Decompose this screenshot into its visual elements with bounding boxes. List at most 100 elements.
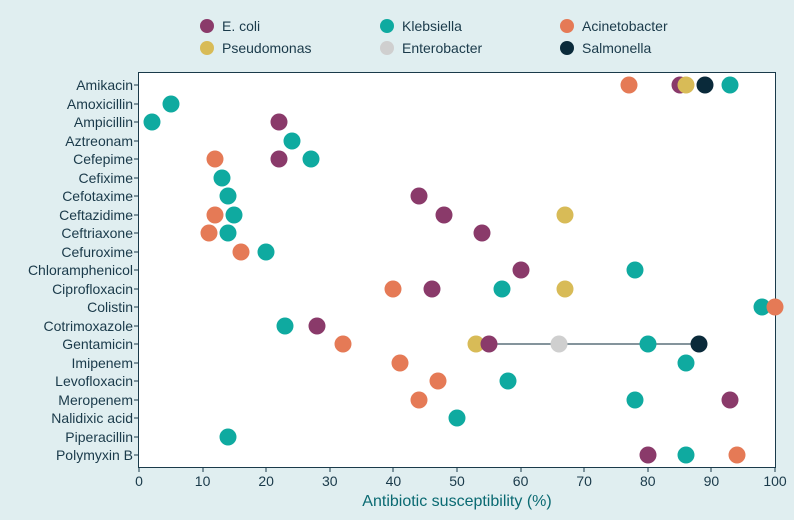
x-axis-tick: 0 [135,473,143,489]
data-point [722,391,739,408]
y-axis-label: Amoxicillin [67,96,133,112]
y-axis-label: Piperacillin [65,429,133,445]
y-axis-label: Polymyxin B [56,447,133,463]
data-point [436,206,453,223]
data-point [474,225,491,242]
y-axis-label: Cotrimoxazole [44,318,133,334]
legend-dot-icon [200,19,214,33]
y-axis-label: Ciprofloxacin [52,281,133,297]
legend-label: Pseudomonas [222,40,312,56]
data-point [302,151,319,168]
data-point [270,151,287,168]
legend-item: Salmonella [560,40,700,56]
data-point [391,354,408,371]
y-axis-label: Colistin [87,299,133,315]
legend-item: Klebsiella [380,18,520,34]
chart-container: E. coli Klebsiella Acinetobacter Pseudomona… [0,0,794,520]
y-axis-label: Aztreonam [65,133,133,149]
legend: E. coli Klebsiella Acinetobacter Pseudomona… [200,18,700,62]
y-axis-label: Cefepime [73,151,133,167]
legend-dot-icon [560,41,574,55]
legend-label: Acinetobacter [582,18,668,34]
data-point [627,262,644,279]
data-point [429,373,446,390]
data-point [232,243,249,260]
data-point [728,447,745,464]
legend-item: E. coli [200,18,340,34]
data-point [620,77,637,94]
data-point [258,243,275,260]
data-point [270,114,287,131]
y-axis-label: Ampicillin [74,114,133,130]
y-axis-label: Chloramphenicol [28,262,133,278]
data-point [423,280,440,297]
x-axis-tick: 50 [449,473,465,489]
legend-dot-icon [560,19,574,33]
data-point [277,317,294,334]
plot-area: Antibiotic susceptibility (%) AmikacinAm… [138,72,776,468]
data-point [767,299,784,316]
legend-dot-icon [380,41,394,55]
y-axis-label: Levofloxacin [55,373,133,389]
y-axis-label: Nalidixic acid [51,410,133,426]
data-point [550,336,567,353]
data-point [677,354,694,371]
data-point [220,225,237,242]
y-axis-label: Meropenem [58,392,133,408]
data-point [162,95,179,112]
data-point [200,225,217,242]
data-point [697,77,714,94]
data-point [207,206,224,223]
x-axis-title: Antibiotic susceptibility (%) [362,493,551,511]
x-axis-tick: 30 [322,473,338,489]
y-axis-label: Cefixime [79,170,133,186]
legend-dot-icon [200,41,214,55]
legend-label: Salmonella [582,40,651,56]
data-point [677,77,694,94]
data-point [722,77,739,94]
data-point [309,317,326,334]
data-point [449,410,466,427]
data-point [410,391,427,408]
data-point [385,280,402,297]
x-axis-tick: 80 [640,473,656,489]
legend-label: E. coli [222,18,260,34]
x-axis-tick: 100 [763,473,786,489]
legend-item: Enterobacter [380,40,520,56]
y-axis-label: Amikacin [76,77,133,93]
data-point [334,336,351,353]
x-axis-tick: 60 [513,473,529,489]
x-axis-tick: 90 [704,473,720,489]
y-axis-label: Gentamicin [62,336,133,352]
y-axis-label: Imipenem [72,355,133,371]
data-point [690,336,707,353]
y-axis-label: Ceftazidime [59,207,133,223]
data-point [639,447,656,464]
data-point [677,447,694,464]
x-axis-tick: 40 [386,473,402,489]
data-point [213,169,230,186]
data-point [410,188,427,205]
data-point [493,280,510,297]
data-point [512,262,529,279]
x-axis-tick: 20 [258,473,274,489]
data-point [283,132,300,149]
data-point [499,373,516,390]
data-point [207,151,224,168]
x-axis-tick: 10 [195,473,211,489]
range-line [489,344,699,345]
legend-label: Klebsiella [402,18,462,34]
y-axis-label: Ceftriaxone [61,225,133,241]
legend-dot-icon [380,19,394,33]
data-point [220,428,237,445]
data-point [639,336,656,353]
legend-item: Acinetobacter [560,18,700,34]
x-axis-tick: 70 [576,473,592,489]
data-point [627,391,644,408]
y-axis-label: Cefuroxime [61,244,133,260]
data-point [226,206,243,223]
legend-item: Pseudomonas [200,40,340,56]
legend-label: Enterobacter [402,40,482,56]
data-point [557,206,574,223]
data-point [220,188,237,205]
